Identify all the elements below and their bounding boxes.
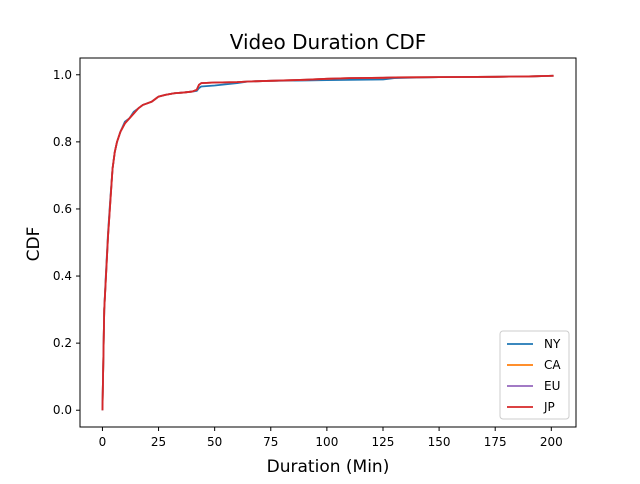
y-tick-label: 0.4: [53, 269, 72, 283]
y-tick-label: 0.8: [53, 135, 72, 149]
y-axis-ticks: 0.0 0.2 0.4 0.6 0.8 1.0: [53, 68, 80, 417]
x-tick-label: 75: [263, 435, 278, 449]
x-tick-label: 150: [428, 435, 451, 449]
legend: NY CA EU JP: [499, 330, 570, 420]
x-tick-label: 0: [99, 435, 107, 449]
x-tick-label: 100: [315, 435, 338, 449]
plot-frame: [79, 57, 577, 428]
y-tick-label: 0.0: [53, 403, 72, 417]
legend-label-ny: NY: [544, 337, 561, 351]
y-tick-label: 0.6: [53, 202, 72, 216]
x-tick-label: 200: [540, 435, 563, 449]
y-tick-label: 0.2: [53, 336, 72, 350]
legend-label-eu: EU: [544, 379, 560, 393]
x-tick-label: 25: [151, 435, 166, 449]
legend-label-ca: CA: [544, 358, 561, 372]
x-axis-label: Duration (Min): [267, 457, 390, 477]
x-axis-ticks: 0 25 50 75 100 125 150 175 200: [99, 427, 563, 449]
x-tick-label: 50: [207, 435, 222, 449]
x-tick-label: 125: [372, 435, 395, 449]
y-tick-label: 1.0: [53, 68, 72, 82]
series-line-jp: [101, 74, 554, 411]
series-layer: [101, 74, 554, 411]
legend-box: [499, 330, 570, 420]
y-axis-label: CDF: [24, 227, 44, 262]
legend-label-jp: JP: [543, 400, 555, 414]
x-tick-label: 175: [484, 435, 507, 449]
chart-title: Video Duration CDF: [230, 30, 426, 54]
